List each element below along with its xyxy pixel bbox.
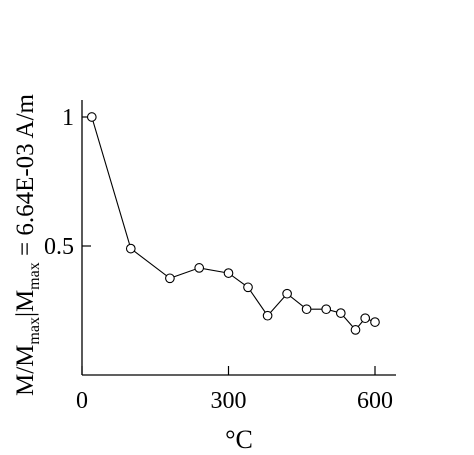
data-point [335, 308, 346, 318]
data-point [125, 243, 136, 254]
x-axis-label: °C [225, 425, 253, 454]
data-point [165, 273, 175, 284]
y-ticks: 0.51 [44, 105, 91, 260]
data-points [86, 112, 380, 335]
data-point [360, 313, 371, 324]
x-tick-label: 600 [357, 388, 393, 414]
data-point [370, 317, 380, 327]
data-point [262, 310, 273, 321]
x-ticks: 0 300 600 [76, 366, 393, 414]
data-point [350, 325, 361, 335]
data-point [282, 288, 292, 299]
data-point [86, 112, 97, 122]
x-tick-label: 300 [211, 388, 247, 414]
data-point [301, 304, 312, 315]
data-point [321, 304, 332, 315]
data-point [194, 263, 205, 273]
data-point [223, 268, 234, 278]
y-tick-label: 1 [62, 105, 74, 131]
y-tick-label: 0.5 [44, 234, 74, 260]
x-tick-label: 0 [76, 388, 88, 414]
series-line [91, 116, 376, 331]
data-point [243, 282, 253, 293]
plot-area: 0 300 600 0.51 [44, 100, 396, 414]
y-axis-label: M/Mmax|Mmax = 6.64E-03 A/m [12, 93, 43, 396]
